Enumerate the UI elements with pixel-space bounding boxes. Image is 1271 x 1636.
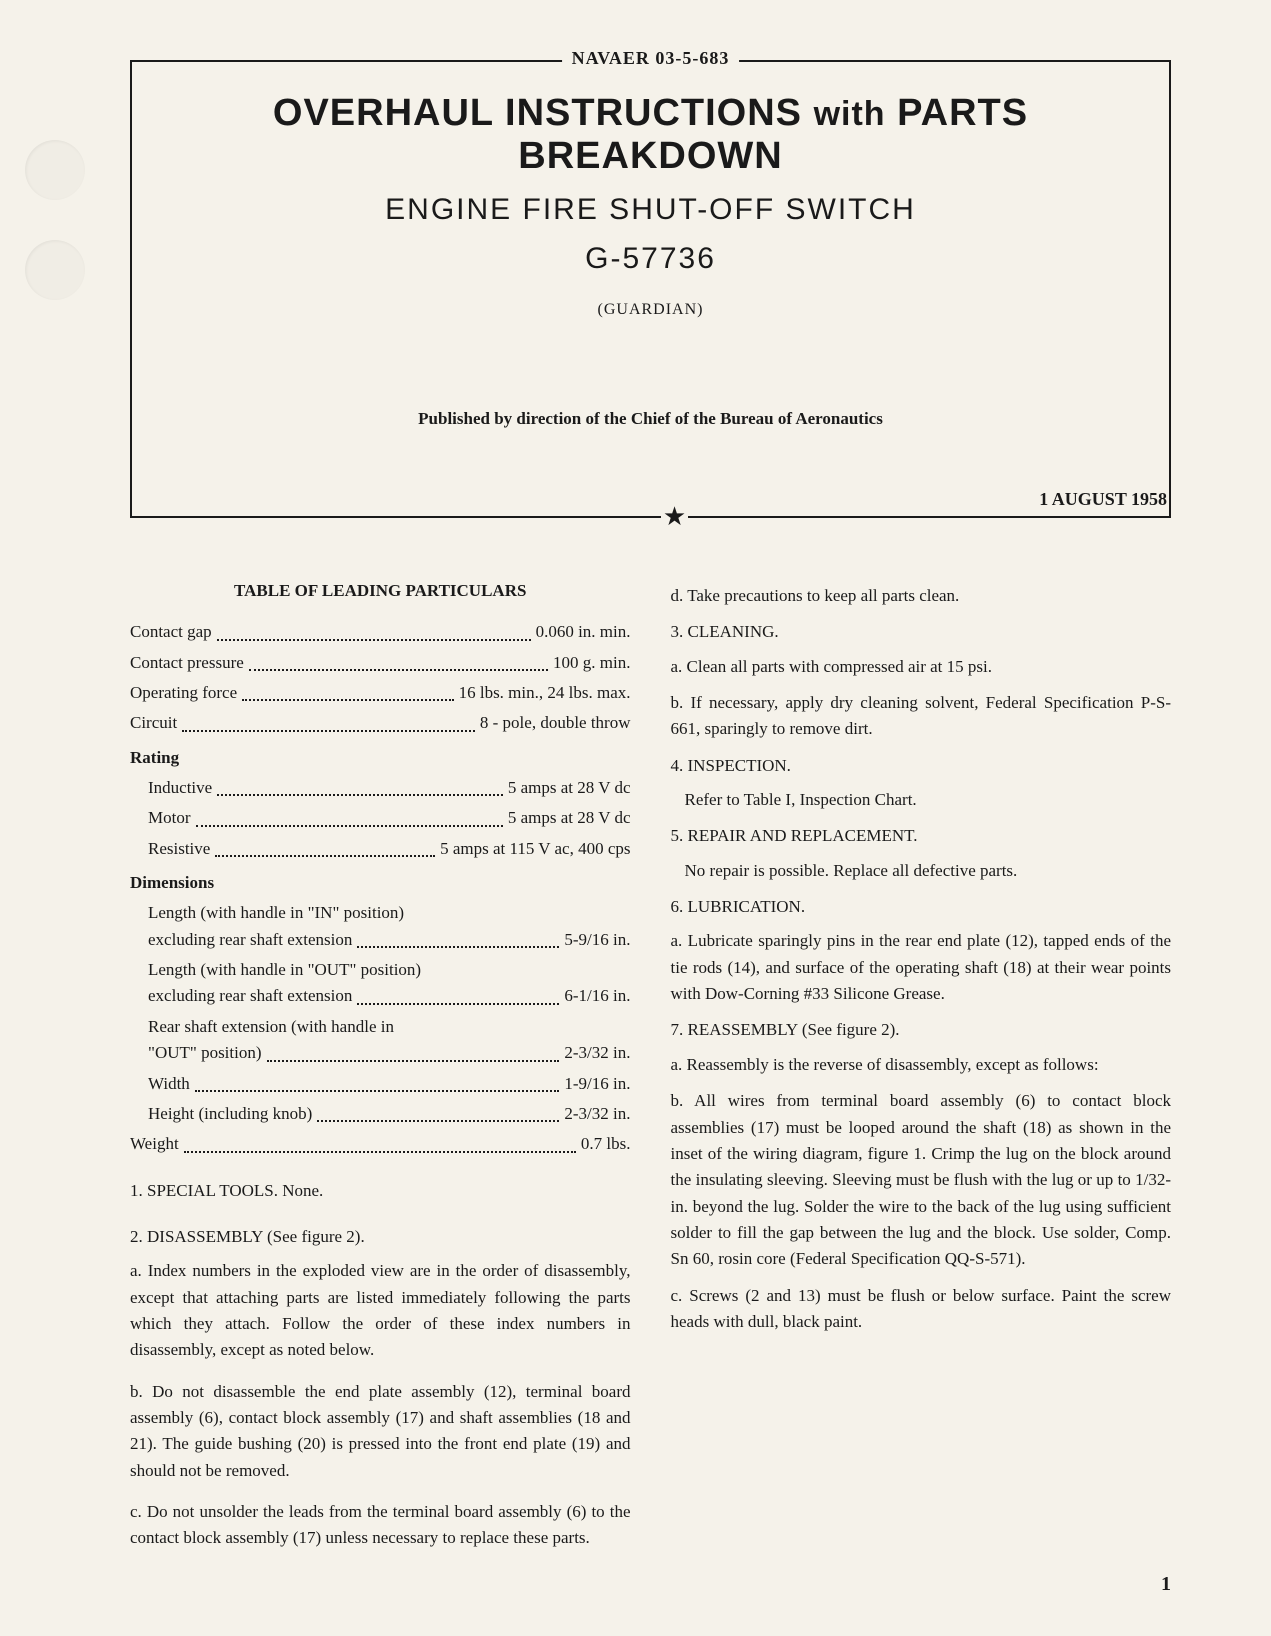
star-divider: ★ — [132, 516, 1169, 518]
subtitle: ENGINE FIRE SHUT-OFF SWITCH — [172, 193, 1129, 227]
spec-rear: "OUT" position) 2-3/32 in. — [130, 1040, 631, 1066]
spec-contact-pressure: Contact pressure 100 g. min. — [130, 650, 631, 676]
left-column: TABLE OF LEADING PARTICULARS Contact gap… — [130, 558, 631, 1567]
spec-value: 2-3/32 in. — [564, 1101, 630, 1127]
binder-hole — [25, 240, 85, 300]
para-2b: b. Do not disassemble the end plate asse… — [130, 1379, 631, 1484]
manufacturer: (GUARDIAN) — [172, 301, 1129, 319]
para-7c: c. Screws (2 and 13) must be flush or be… — [671, 1283, 1172, 1336]
table-title: TABLE OF LEADING PARTICULARS — [130, 578, 631, 604]
para-3a: a. Clean all parts with compressed air a… — [671, 654, 1172, 680]
para-5a: No repair is possible. Replace all defec… — [671, 858, 1172, 884]
section-4: 4. INSPECTION. — [671, 753, 1172, 779]
spec-label: Operating force — [130, 680, 237, 706]
title-with: with — [814, 95, 886, 133]
spec-value: 5 amps at 28 V dc — [508, 775, 631, 801]
spec-label: Resistive — [148, 836, 210, 862]
spec-label: excluding rear shaft extension — [148, 983, 352, 1009]
spec-height: Height (including knob) 2-3/32 in. — [130, 1101, 631, 1127]
spec-len-out: excluding rear shaft extension 6-1/16 in… — [130, 983, 631, 1009]
spec-label: Width — [148, 1071, 190, 1097]
para-7b: b. All wires from terminal board assembl… — [671, 1088, 1172, 1272]
spec-operating-force: Operating force 16 lbs. min., 24 lbs. ma… — [130, 680, 631, 706]
spec-value: 100 g. min. — [553, 650, 630, 676]
para-2a: a. Index numbers in the exploded view ar… — [130, 1258, 631, 1363]
spec-label: Contact pressure — [130, 650, 244, 676]
spec-circuit: Circuit 8 - pole, double throw — [130, 710, 631, 736]
document-id: NAVAER 03-5-683 — [562, 48, 740, 69]
spec-rating-head: Rating — [130, 745, 631, 771]
section-1: 1. SPECIAL TOOLS. None. — [130, 1178, 631, 1204]
part-number: G-57736 — [172, 242, 1129, 276]
page-number: 1 — [1161, 1573, 1171, 1596]
section-2: 2. DISASSEMBLY (See figure 2). — [130, 1224, 631, 1250]
spec-label: excluding rear shaft extension — [148, 927, 352, 953]
spec-motor: Motor 5 amps at 28 V dc — [130, 805, 631, 831]
spec-value: 5 amps at 28 V dc — [508, 805, 631, 831]
para-2d: d. Take precautions to keep all parts cl… — [671, 583, 1172, 609]
spec-len-in: excluding rear shaft extension 5-9/16 in… — [130, 927, 631, 953]
spec-label: Height (including knob) — [148, 1101, 312, 1127]
spec-value: 6-1/16 in. — [564, 983, 630, 1009]
spec-label: Circuit — [130, 710, 177, 736]
spec-value: 5-9/16 in. — [564, 927, 630, 953]
section-3: 3. CLEANING. — [671, 619, 1172, 645]
spec-label: Motor — [148, 805, 191, 831]
spec-inductive: Inductive 5 amps at 28 V dc — [130, 775, 631, 801]
spec-value: 8 - pole, double throw — [480, 710, 631, 736]
content-columns: TABLE OF LEADING PARTICULARS Contact gap… — [130, 558, 1171, 1567]
spec-value: 0.7 lbs. — [581, 1131, 631, 1157]
spec-contact-gap: Contact gap 0.060 in. min. — [130, 619, 631, 645]
para-7a: a. Reassembly is the reverse of disassem… — [671, 1052, 1172, 1078]
spec-label: "OUT" position) — [148, 1040, 262, 1066]
spec-value: 16 lbs. min., 24 lbs. max. — [459, 680, 631, 706]
published-by: Published by direction of the Chief of t… — [172, 409, 1129, 429]
spec-rear-label: Rear shaft extension (with handle in — [130, 1014, 631, 1040]
para-3b: b. If necessary, apply dry cleaning solv… — [671, 690, 1172, 743]
spec-label: Contact gap — [130, 619, 212, 645]
para-2c: c. Do not unsolder the leads from the te… — [130, 1499, 631, 1552]
spec-weight: Weight 0.7 lbs. — [130, 1131, 631, 1157]
spec-len-out-label: Length (with handle in "OUT" position) — [130, 957, 631, 983]
para-4a: Refer to Table I, Inspection Chart. — [671, 787, 1172, 813]
spec-resistive: Resistive 5 amps at 115 V ac, 400 cps — [130, 836, 631, 862]
right-column: d. Take precautions to keep all parts cl… — [671, 558, 1172, 1567]
main-title: OVERHAUL INSTRUCTIONS with PARTS BREAKDO… — [172, 92, 1129, 178]
section-7: 7. REASSEMBLY (See figure 2). — [671, 1017, 1172, 1043]
spec-label: Weight — [130, 1131, 179, 1157]
spec-width: Width 1-9/16 in. — [130, 1071, 631, 1097]
spec-value: 0.060 in. min. — [536, 619, 631, 645]
spec-value: 2-3/32 in. — [564, 1040, 630, 1066]
spec-len-in-label: Length (with handle in "IN" position) — [130, 900, 631, 926]
document-frame: NAVAER 03-5-683 OVERHAUL INSTRUCTIONS wi… — [130, 60, 1171, 518]
spec-dimensions-head: Dimensions — [130, 870, 631, 896]
para-6a: a. Lubricate sparingly pins in the rear … — [671, 928, 1172, 1007]
section-5: 5. REPAIR AND REPLACEMENT. — [671, 823, 1172, 849]
spec-value: 5 amps at 115 V ac, 400 cps — [440, 836, 630, 862]
title-overhaul: OVERHAUL INSTRUCTIONS — [273, 92, 802, 134]
spec-value: 1-9/16 in. — [564, 1071, 630, 1097]
section-6: 6. LUBRICATION. — [671, 894, 1172, 920]
binder-hole — [25, 140, 85, 200]
spec-label: Inductive — [148, 775, 212, 801]
